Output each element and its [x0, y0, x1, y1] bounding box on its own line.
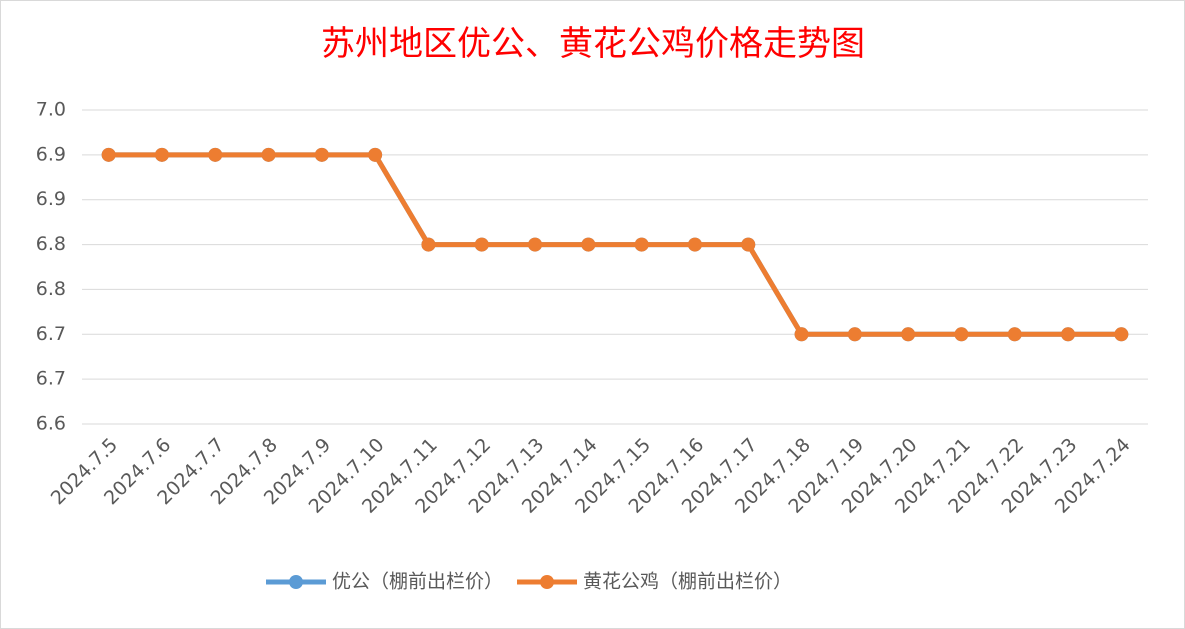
- marker: [634, 237, 649, 252]
- marker: [581, 237, 596, 252]
- y-tick-label: 6.7: [36, 323, 66, 345]
- marker: [1007, 327, 1022, 342]
- marker: [1061, 327, 1076, 342]
- marker: [954, 327, 969, 342]
- y-tick-label: 6.8: [36, 278, 66, 300]
- legend-label: 黄花公鸡（棚前出栏价）: [583, 571, 792, 593]
- marker: [154, 147, 169, 162]
- marker: [261, 147, 276, 162]
- marker: [421, 237, 436, 252]
- legend-marker: [289, 575, 303, 589]
- marker: [687, 237, 702, 252]
- marker: [314, 147, 329, 162]
- y-tick-label: 6.9: [36, 143, 66, 165]
- marker: [847, 327, 862, 342]
- legend-label: 优公（棚前出栏价）: [332, 571, 503, 593]
- chart-title: 苏州地区优公、黄花公鸡价格走势图: [321, 24, 865, 64]
- y-tick-label: 6.9: [36, 188, 66, 210]
- marker: [794, 327, 809, 342]
- line: [108, 152, 1122, 337]
- marker: [208, 147, 223, 162]
- marker: [528, 237, 543, 252]
- y-tick-label: 7.0: [36, 99, 66, 121]
- legend-marker: [540, 575, 555, 589]
- marker: [901, 327, 916, 342]
- marker: [368, 147, 383, 162]
- marker: [1114, 327, 1129, 342]
- marker: [741, 237, 756, 252]
- y-tick-label: 6.7: [36, 368, 66, 390]
- marker: [101, 147, 116, 162]
- y-tick-label: 6.8: [36, 233, 66, 255]
- marker: [474, 237, 489, 252]
- y-tick-label: 6.6: [36, 413, 66, 435]
